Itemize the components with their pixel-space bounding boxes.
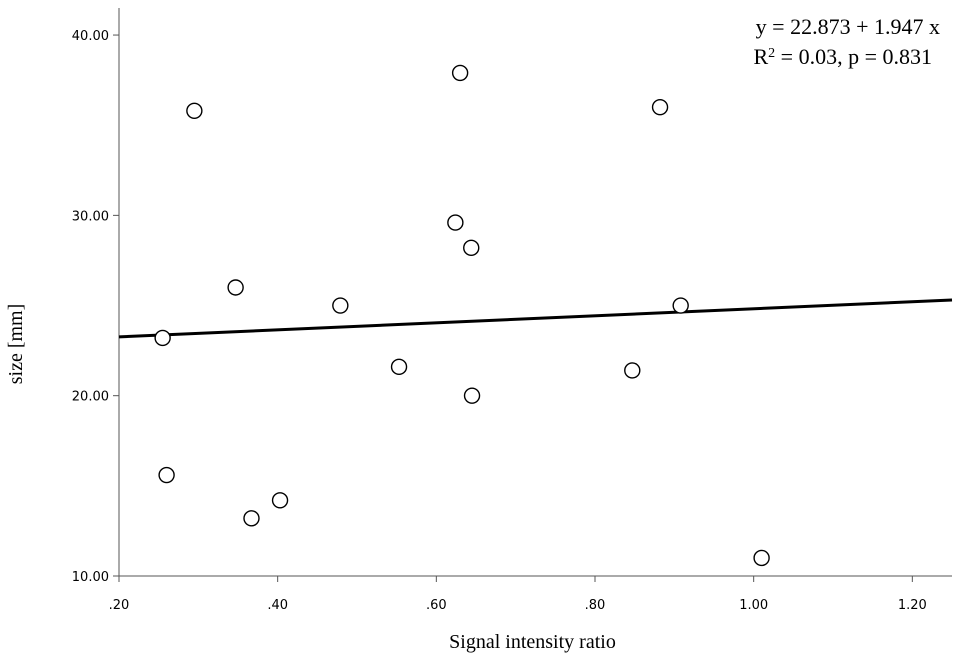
r-squared-stats: = 0.03, p = 0.831 bbox=[775, 44, 932, 69]
data-point bbox=[463, 239, 480, 257]
y-tick-label: 10.00 bbox=[72, 570, 109, 585]
x-tick-label: .80 bbox=[585, 598, 606, 613]
data-point bbox=[624, 362, 641, 379]
data-point bbox=[227, 279, 244, 296]
data-points-layer bbox=[154, 64, 770, 567]
data-point bbox=[154, 329, 171, 347]
data-point bbox=[451, 64, 469, 82]
regression-line-layer bbox=[118, 298, 953, 339]
data-point bbox=[390, 358, 408, 376]
data-point bbox=[463, 387, 481, 404]
data-point bbox=[271, 492, 289, 509]
data-point bbox=[753, 549, 770, 567]
data-point bbox=[651, 98, 669, 116]
regression-equation: y = 22.873 + 1.947 x bbox=[756, 14, 940, 39]
r-squared-prefix: R bbox=[753, 44, 768, 69]
x-tick-label: 1.20 bbox=[898, 598, 927, 613]
y-tick-label: 20.00 bbox=[72, 390, 109, 405]
y-axis-title: size [mm] bbox=[5, 304, 27, 385]
data-point bbox=[332, 297, 349, 314]
data-point bbox=[672, 297, 689, 314]
data-point bbox=[158, 466, 175, 484]
y-tick-label: 40.00 bbox=[72, 29, 109, 44]
x-tick-label: .20 bbox=[109, 598, 130, 613]
y-tick-label: 30.00 bbox=[72, 209, 109, 224]
regression-line bbox=[118, 298, 953, 339]
data-point bbox=[447, 214, 464, 231]
r-squared-annotation: R2 = 0.03, p = 0.831 bbox=[753, 44, 932, 69]
axes: 10.00 20.00 30.00 40.00 .20 .40 .60 .80 1.00 1.20 bbox=[72, 8, 952, 613]
x-tick-label: 1.00 bbox=[739, 598, 768, 613]
data-point bbox=[186, 102, 203, 119]
x-axis-title: Signal intensity ratio bbox=[449, 631, 616, 653]
r-squared-superscript: 2 bbox=[768, 46, 775, 61]
data-point bbox=[243, 510, 260, 527]
x-tick-label: .60 bbox=[426, 598, 447, 613]
x-tick-label: .40 bbox=[267, 598, 288, 613]
